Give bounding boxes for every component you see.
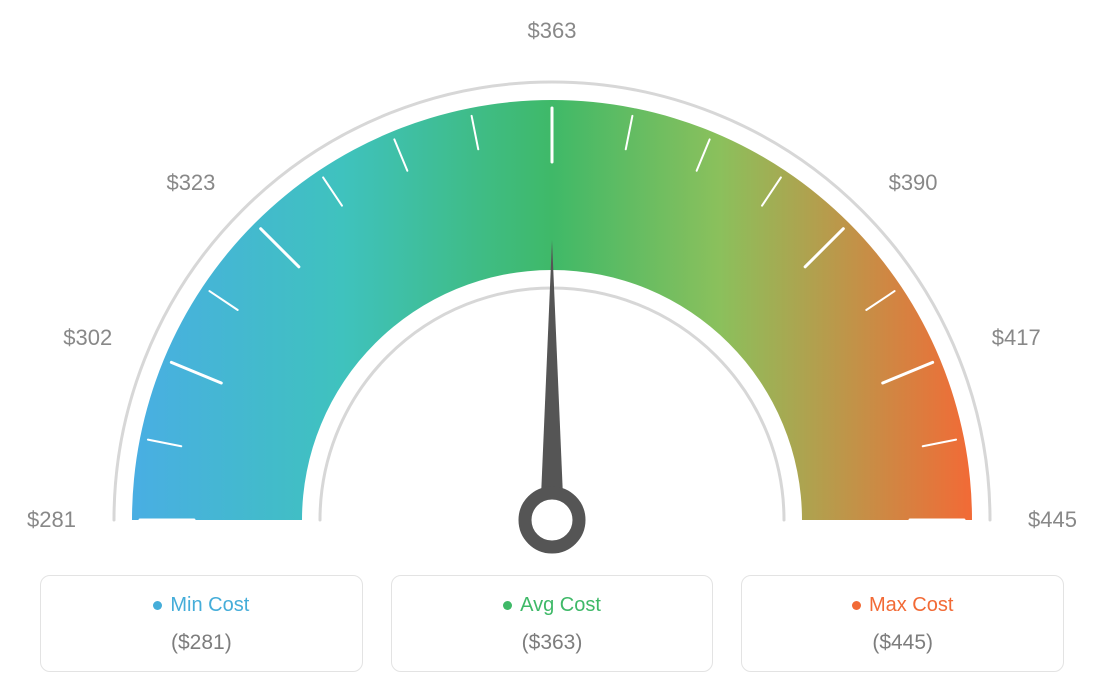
gauge-tick-label: $281 <box>27 507 76 533</box>
legend-dot-min <box>153 601 162 610</box>
legend-label-min: Min Cost <box>170 594 249 617</box>
legend-card-avg: Avg Cost ($363) <box>391 575 714 672</box>
gauge-tick-label: $363 <box>528 18 577 44</box>
legend-title-max: Max Cost <box>852 594 953 617</box>
gauge-tick-label: $445 <box>1028 507 1077 533</box>
legend-card-max: Max Cost ($445) <box>741 575 1064 672</box>
gauge-tick-label: $417 <box>992 325 1041 351</box>
legend-label-avg: Avg Cost <box>520 594 601 617</box>
legend-title-avg: Avg Cost <box>503 594 601 617</box>
legend-value-max: ($445) <box>752 631 1053 655</box>
gauge-svg <box>0 0 1104 560</box>
gauge-area: $281 $302 $323 $363 $390 $417 $445 <box>0 0 1104 560</box>
legend-card-min: Min Cost ($281) <box>40 575 363 672</box>
legend-value-min: ($281) <box>51 631 352 655</box>
legend-dot-avg <box>503 601 512 610</box>
legend-row: Min Cost ($281) Avg Cost ($363) Max Cost… <box>40 575 1064 672</box>
cost-gauge-chart: { "gauge": { "type": "gauge", "cx": 552,… <box>0 0 1104 690</box>
legend-value-avg: ($363) <box>402 631 703 655</box>
gauge-tick-label: $323 <box>166 170 215 196</box>
legend-title-min: Min Cost <box>153 594 249 617</box>
legend-label-max: Max Cost <box>869 594 953 617</box>
gauge-tick-label: $390 <box>889 170 938 196</box>
gauge-tick-label: $302 <box>63 325 112 351</box>
legend-dot-max <box>852 601 861 610</box>
